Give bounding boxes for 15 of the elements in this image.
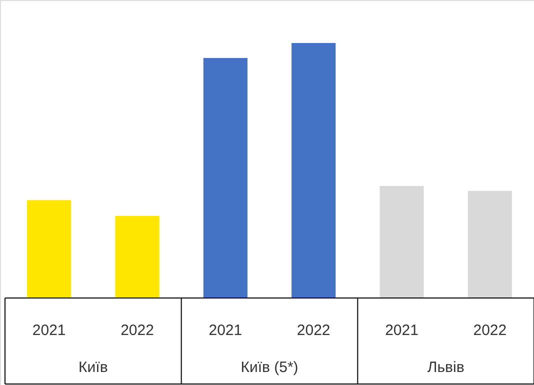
text: Львів — [427, 359, 464, 376]
text: Київ — [78, 359, 108, 376]
x-tick-label: 2021 — [208, 322, 242, 339]
bar — [115, 216, 160, 298]
bar — [468, 190, 512, 298]
x-tick-label: 2021 — [32, 322, 66, 339]
x-tick-label: 2021 — [385, 322, 418, 339]
text: Київ (5*) — [240, 359, 298, 376]
bar — [203, 58, 248, 298]
x-tick-label: 2022 — [473, 322, 507, 339]
x-tick-label: 2022 — [120, 322, 154, 339]
bar — [380, 186, 424, 298]
x-tick-label: 2022 — [296, 322, 330, 339]
bar — [27, 200, 72, 298]
bar — [292, 43, 336, 298]
